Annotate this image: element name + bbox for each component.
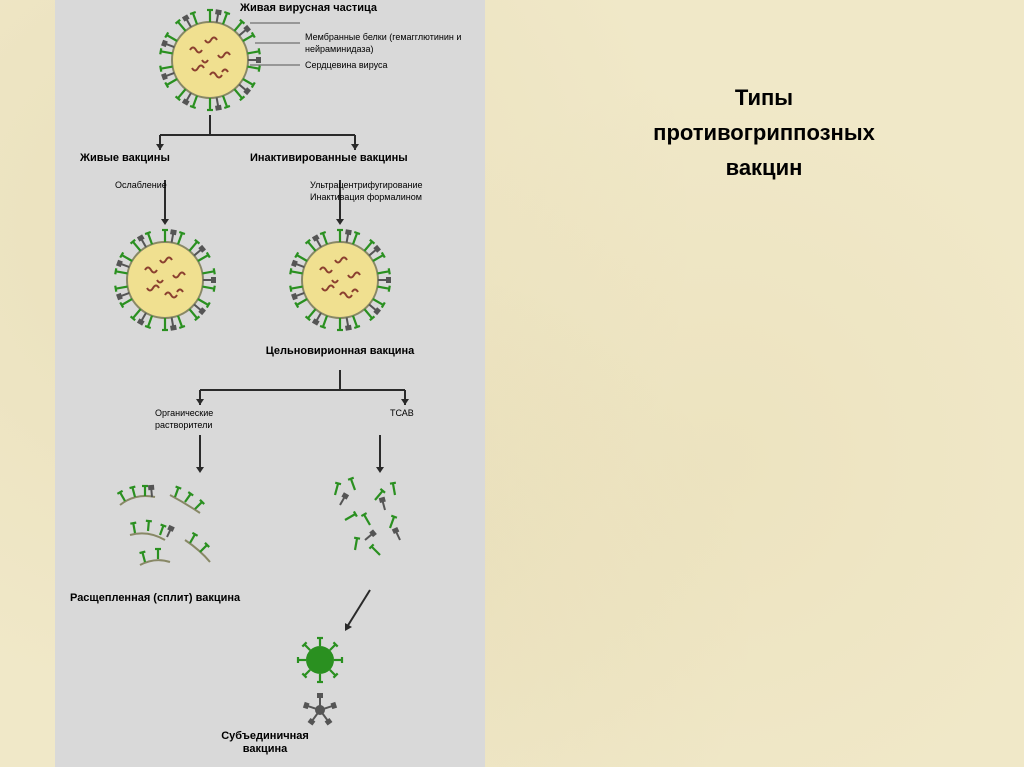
label-ultra: Ультрацентрифугирование Инактивация форм… — [310, 180, 470, 203]
label-inactivated: Инактивированные вакцины — [250, 152, 450, 165]
callout-lines — [250, 15, 310, 95]
label-subunit: Субъединичная вакцина — [200, 730, 330, 756]
diagram-panel: Живая вирусная частица Мембранные белки … — [55, 0, 485, 767]
label-whole: Цельновирионная вакцина — [250, 345, 430, 358]
label-top: Живая вирусная частица — [240, 2, 410, 15]
virus-right — [280, 220, 400, 340]
label-split: Расщепленная (сплит) вакцина — [70, 592, 270, 605]
title-line3: вакцин — [594, 150, 934, 185]
label-membrane: Мембранные белки (гемагглютинин и нейрам… — [305, 32, 475, 55]
virus-left — [105, 220, 225, 340]
tcab-spikes — [305, 470, 445, 590]
subunit-arrow — [335, 585, 395, 640]
label-organic: Органические растворители — [155, 408, 255, 431]
subunit-products — [265, 635, 385, 735]
slide-title: Типы противогриппозных вакцин — [594, 80, 934, 186]
title-line1: Типы — [594, 80, 934, 115]
label-tcab: ТСАВ — [390, 408, 450, 420]
title-line2: противогриппозных — [594, 115, 934, 150]
split-fragments — [100, 475, 260, 585]
label-live: Живые вакцины — [80, 152, 210, 165]
label-core: Сердцевина вируса — [305, 60, 455, 72]
label-weakening: Ослабление — [115, 180, 205, 192]
